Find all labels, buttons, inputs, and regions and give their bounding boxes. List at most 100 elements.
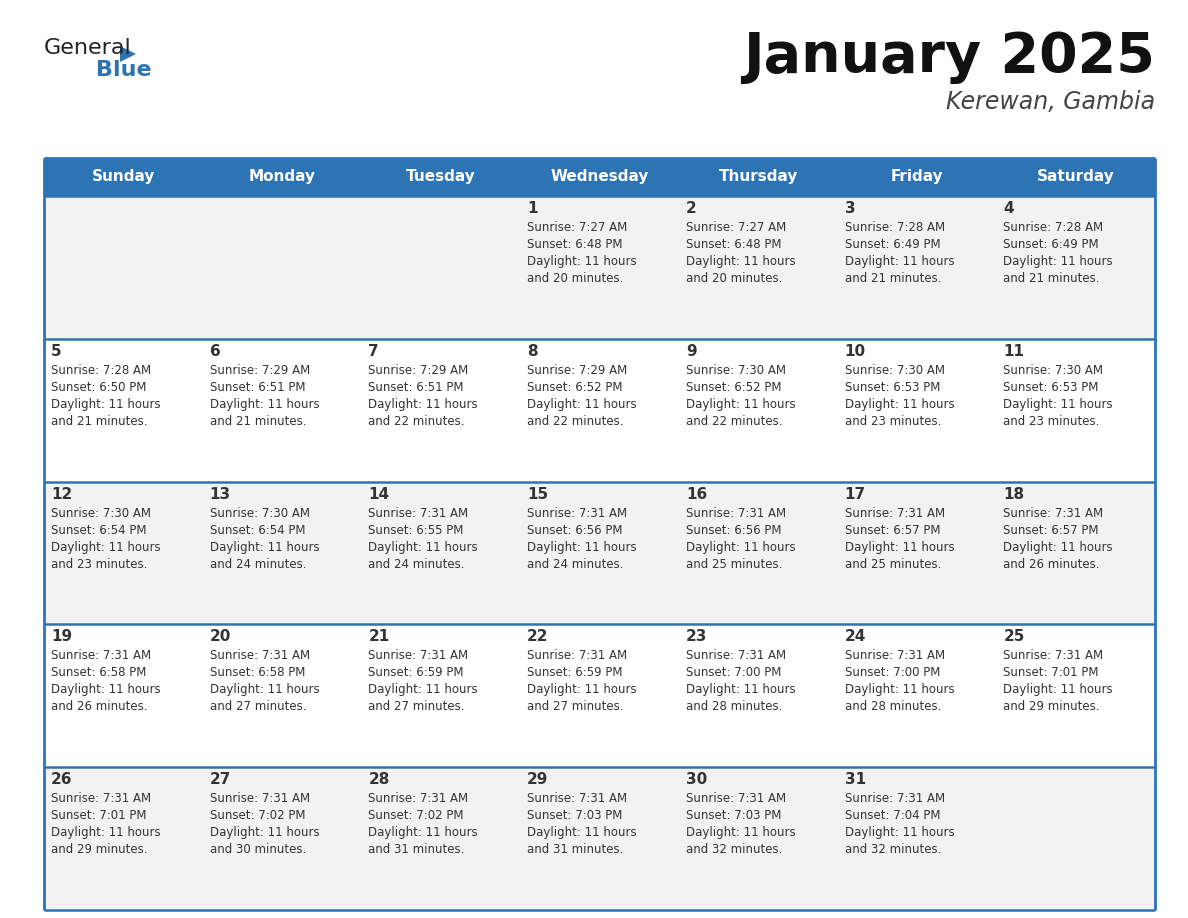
Text: Daylight: 11 hours: Daylight: 11 hours <box>685 541 796 554</box>
Text: 15: 15 <box>527 487 549 501</box>
Bar <box>678 196 838 339</box>
Text: and 22 minutes.: and 22 minutes. <box>368 415 465 428</box>
Bar <box>361 624 520 767</box>
Text: and 27 minutes.: and 27 minutes. <box>210 700 307 713</box>
Bar <box>520 196 678 339</box>
Text: Sunset: 7:02 PM: Sunset: 7:02 PM <box>368 809 465 823</box>
Text: Daylight: 11 hours: Daylight: 11 hours <box>51 826 160 839</box>
Bar <box>44 158 203 196</box>
Text: Sunset: 6:56 PM: Sunset: 6:56 PM <box>685 523 782 537</box>
Text: 25: 25 <box>1004 630 1025 644</box>
Text: and 31 minutes.: and 31 minutes. <box>368 844 465 856</box>
Text: and 21 minutes.: and 21 minutes. <box>845 272 941 285</box>
Text: and 21 minutes.: and 21 minutes. <box>210 415 307 428</box>
Text: and 32 minutes.: and 32 minutes. <box>845 844 941 856</box>
Bar <box>520 482 678 624</box>
Text: 21: 21 <box>368 630 390 644</box>
Text: and 23 minutes.: and 23 minutes. <box>51 557 147 571</box>
Bar <box>997 339 1155 482</box>
Text: and 30 minutes.: and 30 minutes. <box>210 844 307 856</box>
Bar <box>838 158 997 196</box>
Text: Sunrise: 7:27 AM: Sunrise: 7:27 AM <box>685 221 786 234</box>
Text: and 21 minutes.: and 21 minutes. <box>51 415 147 428</box>
Text: Sunrise: 7:30 AM: Sunrise: 7:30 AM <box>210 507 310 520</box>
Text: Friday: Friday <box>891 170 943 185</box>
Text: and 22 minutes.: and 22 minutes. <box>685 415 783 428</box>
Text: 2: 2 <box>685 201 696 216</box>
Text: Daylight: 11 hours: Daylight: 11 hours <box>210 397 320 410</box>
Text: and 23 minutes.: and 23 minutes. <box>1004 415 1100 428</box>
Text: Sunset: 6:49 PM: Sunset: 6:49 PM <box>845 238 940 251</box>
Bar <box>997 158 1155 196</box>
Text: Daylight: 11 hours: Daylight: 11 hours <box>368 826 478 839</box>
Text: Sunrise: 7:30 AM: Sunrise: 7:30 AM <box>51 507 151 520</box>
Text: Daylight: 11 hours: Daylight: 11 hours <box>845 255 954 268</box>
Bar <box>838 339 997 482</box>
Text: and 28 minutes.: and 28 minutes. <box>685 700 782 713</box>
Text: Sunrise: 7:27 AM: Sunrise: 7:27 AM <box>527 221 627 234</box>
Text: 19: 19 <box>51 630 72 644</box>
Text: and 23 minutes.: and 23 minutes. <box>845 415 941 428</box>
Bar <box>203 482 361 624</box>
Text: and 24 minutes.: and 24 minutes. <box>368 557 465 571</box>
Bar <box>678 767 838 910</box>
Text: Sunset: 6:53 PM: Sunset: 6:53 PM <box>1004 381 1099 394</box>
Text: Daylight: 11 hours: Daylight: 11 hours <box>368 683 478 697</box>
Text: Daylight: 11 hours: Daylight: 11 hours <box>210 683 320 697</box>
Text: Sunset: 7:03 PM: Sunset: 7:03 PM <box>685 809 782 823</box>
Text: 27: 27 <box>210 772 232 788</box>
Text: Sunrise: 7:30 AM: Sunrise: 7:30 AM <box>685 364 785 376</box>
Bar <box>838 482 997 624</box>
Text: Thursday: Thursday <box>719 170 798 185</box>
Text: and 27 minutes.: and 27 minutes. <box>368 700 465 713</box>
Bar <box>361 482 520 624</box>
Bar <box>678 624 838 767</box>
Text: Daylight: 11 hours: Daylight: 11 hours <box>845 826 954 839</box>
Text: 11: 11 <box>1004 344 1024 359</box>
Bar <box>997 196 1155 339</box>
Text: Sunset: 7:01 PM: Sunset: 7:01 PM <box>51 809 146 823</box>
Text: Daylight: 11 hours: Daylight: 11 hours <box>51 683 160 697</box>
Text: Sunrise: 7:31 AM: Sunrise: 7:31 AM <box>685 792 786 805</box>
Text: 16: 16 <box>685 487 707 501</box>
Bar <box>520 158 678 196</box>
Text: and 20 minutes.: and 20 minutes. <box>527 272 624 285</box>
Text: 4: 4 <box>1004 201 1013 216</box>
Text: Sunset: 7:02 PM: Sunset: 7:02 PM <box>210 809 305 823</box>
Text: Sunrise: 7:28 AM: Sunrise: 7:28 AM <box>51 364 151 376</box>
Text: Sunset: 6:58 PM: Sunset: 6:58 PM <box>51 666 146 679</box>
Text: Sunset: 6:52 PM: Sunset: 6:52 PM <box>527 381 623 394</box>
Text: Daylight: 11 hours: Daylight: 11 hours <box>685 397 796 410</box>
Text: Sunrise: 7:31 AM: Sunrise: 7:31 AM <box>51 792 151 805</box>
Text: and 26 minutes.: and 26 minutes. <box>1004 557 1100 571</box>
Text: and 21 minutes.: and 21 minutes. <box>1004 272 1100 285</box>
Text: Daylight: 11 hours: Daylight: 11 hours <box>527 541 637 554</box>
Bar <box>997 767 1155 910</box>
Text: Sunset: 6:51 PM: Sunset: 6:51 PM <box>210 381 305 394</box>
Text: Daylight: 11 hours: Daylight: 11 hours <box>845 397 954 410</box>
Text: Sunrise: 7:28 AM: Sunrise: 7:28 AM <box>1004 221 1104 234</box>
Text: 18: 18 <box>1004 487 1024 501</box>
Text: 14: 14 <box>368 487 390 501</box>
Text: Sunset: 6:49 PM: Sunset: 6:49 PM <box>1004 238 1099 251</box>
Text: and 25 minutes.: and 25 minutes. <box>685 557 782 571</box>
Bar <box>203 196 361 339</box>
Text: Monday: Monday <box>248 170 316 185</box>
Text: and 29 minutes.: and 29 minutes. <box>1004 700 1100 713</box>
Bar <box>203 339 361 482</box>
Text: Sunset: 7:03 PM: Sunset: 7:03 PM <box>527 809 623 823</box>
Text: 17: 17 <box>845 487 866 501</box>
Text: Sunset: 6:54 PM: Sunset: 6:54 PM <box>210 523 305 537</box>
Text: Daylight: 11 hours: Daylight: 11 hours <box>210 826 320 839</box>
Bar <box>44 482 203 624</box>
Text: Sunrise: 7:31 AM: Sunrise: 7:31 AM <box>845 649 944 663</box>
Text: Daylight: 11 hours: Daylight: 11 hours <box>845 541 954 554</box>
Text: Daylight: 11 hours: Daylight: 11 hours <box>1004 541 1113 554</box>
Bar <box>520 624 678 767</box>
Text: and 26 minutes.: and 26 minutes. <box>51 700 147 713</box>
Text: Sunset: 7:04 PM: Sunset: 7:04 PM <box>845 809 940 823</box>
Text: Daylight: 11 hours: Daylight: 11 hours <box>845 683 954 697</box>
Text: Daylight: 11 hours: Daylight: 11 hours <box>685 683 796 697</box>
Text: Sunrise: 7:31 AM: Sunrise: 7:31 AM <box>210 649 310 663</box>
Text: 31: 31 <box>845 772 866 788</box>
